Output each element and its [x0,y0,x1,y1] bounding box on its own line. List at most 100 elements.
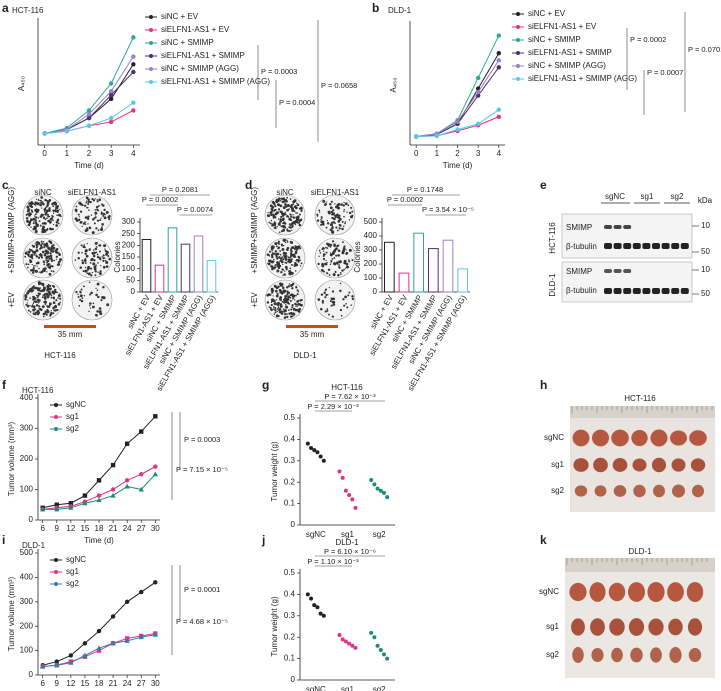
colony [33,251,37,254]
marker [54,506,60,512]
colony [77,293,79,296]
marker [139,429,144,434]
colony [339,289,342,293]
y-tick-label: 0.1 [284,654,296,663]
colony [274,264,277,267]
marker [496,114,502,119]
point [375,643,380,648]
colony [344,221,347,223]
colony [89,267,93,270]
colony [285,198,288,201]
point [309,445,314,450]
colony [28,214,31,217]
colony [279,200,282,202]
colony [96,310,99,313]
y-tick-label: 0.4 [284,435,296,444]
colony [279,257,283,260]
colony [291,246,294,249]
marker [54,502,59,507]
colony [33,221,35,223]
point [337,469,342,474]
marker [153,464,158,469]
colony [27,253,29,256]
colony [327,313,330,316]
colony [274,308,277,312]
colony [44,249,48,253]
colony [39,244,43,247]
colony [48,304,51,307]
colony [35,304,39,307]
colony [84,204,87,207]
marker-label: 50 [701,247,710,256]
y-tick-label: 500 [20,548,34,557]
colony [284,257,288,261]
colony [283,212,286,216]
y-tick-label: 300 [364,245,378,254]
colony [331,213,334,216]
colony [347,259,350,262]
colony [42,315,45,318]
marker [496,107,502,112]
colony [105,252,108,256]
colony [104,248,106,250]
photo-title: DLD-1 [628,547,652,556]
colony [332,209,335,212]
colony [336,244,339,248]
colony [40,196,43,199]
marker [110,640,116,646]
row-label: +EV [7,292,16,308]
colony [79,298,82,301]
bar [193,235,204,293]
colony [267,212,269,214]
colony [276,263,280,267]
colony [104,213,106,216]
tumor [589,582,606,602]
colony [333,257,336,259]
colony [278,211,280,213]
colony [269,204,273,208]
tumor [569,582,587,602]
colony [41,296,44,299]
colony [46,284,50,288]
colony [282,263,284,266]
colony [36,245,39,248]
colony [323,291,326,295]
annotation: P = 0.0074 [177,205,213,214]
y-tick-label: 500 [364,217,378,226]
point [309,596,314,601]
marker [475,89,481,95]
colony [324,288,328,291]
colony [277,222,281,226]
colony [91,252,95,255]
colony [288,217,292,221]
x-tick-label: 24 [123,679,132,688]
colony [59,208,61,211]
x-tick-label: 27 [137,679,146,688]
colony [52,292,54,294]
tumor [612,458,628,472]
colony [58,253,61,256]
colony [39,252,42,256]
colony [47,219,51,222]
colony [335,226,338,229]
colony [290,258,293,261]
colony [338,214,341,217]
colony [286,229,288,232]
colony [35,294,38,297]
colony [295,259,298,262]
colony [269,210,273,214]
colony [40,240,43,243]
colony [52,301,56,305]
colony [47,215,50,218]
point [315,605,320,610]
colony [34,243,36,245]
tumor [572,647,584,663]
colony [317,262,320,266]
colony [280,260,284,264]
colony [29,311,32,313]
colony [279,250,282,252]
marker [40,663,46,669]
series-line [42,466,156,510]
colony [272,214,276,218]
marker [96,645,102,651]
